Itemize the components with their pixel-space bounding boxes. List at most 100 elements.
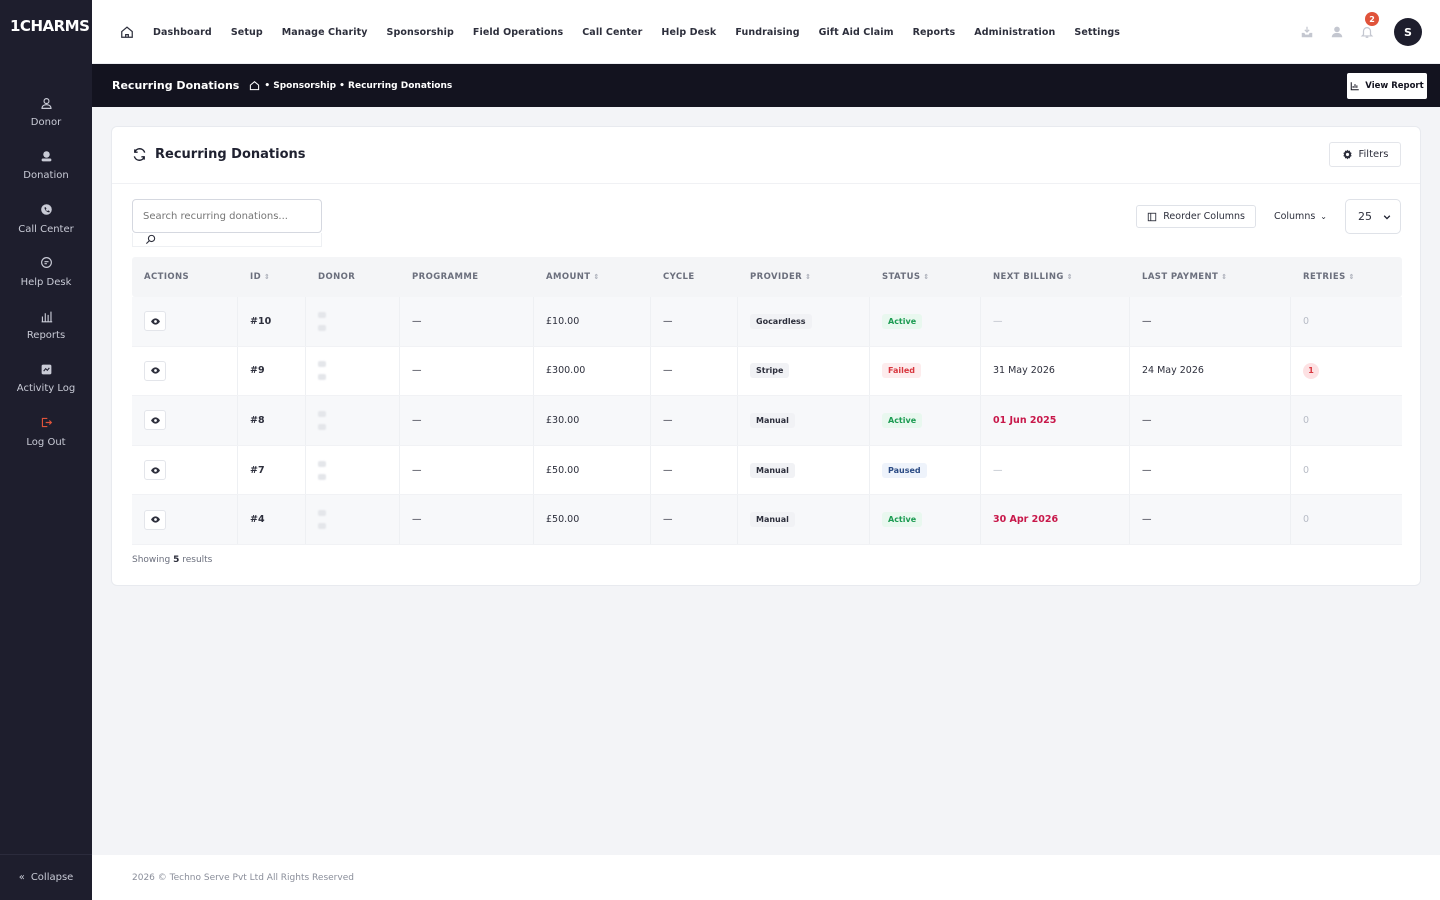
notification-bell-icon[interactable]: 2 — [1360, 12, 1379, 39]
sidebar-item-reports[interactable]: Reports — [0, 309, 92, 362]
home-icon[interactable] — [120, 25, 134, 39]
sidebar-item-label: Donor — [30, 117, 62, 128]
cell-status: Active — [870, 495, 981, 544]
th-label: LAST PAYMENT — [1142, 272, 1219, 282]
footer: 2026 © Techno Serve Pvt Ltd All Rights R… — [92, 855, 1440, 900]
cell-next-billing: — — [981, 297, 1130, 346]
th-amount[interactable]: AMOUNT ⇕ — [534, 272, 651, 282]
table-row[interactable]: #8 — £30.00 — Manual Active 01 Jun 2025 … — [132, 396, 1402, 446]
cell-last-payment: — — [1130, 297, 1291, 346]
cell-next-billing: 01 Jun 2025 — [981, 396, 1130, 445]
cell-programme: — — [400, 445, 534, 495]
sidebar-item-donation[interactable]: Donation — [0, 149, 92, 202]
showing-count: 5 — [173, 555, 180, 565]
cell-amount: £50.00 — [534, 495, 651, 544]
cell-provider: Manual — [738, 495, 870, 544]
collapse-button[interactable]: « Collapse — [0, 854, 92, 900]
status-badge: Paused — [882, 462, 927, 478]
app-logo[interactable]: 1CHARMS — [10, 17, 90, 35]
cell-provider: Stripe — [738, 346, 870, 396]
cell-programme: — — [400, 297, 534, 346]
view-button[interactable] — [144, 460, 166, 481]
view-button[interactable] — [144, 509, 166, 530]
th-label: CYCLE — [663, 272, 695, 282]
th-id[interactable]: ID ⇕ — [238, 272, 306, 282]
topnav-help-desk[interactable]: Help Desk — [661, 26, 717, 38]
view-button[interactable] — [144, 410, 166, 431]
cell-status: Failed — [870, 346, 981, 396]
table-row[interactable]: #10 — £10.00 — Gocardless Active — — 0 — [132, 297, 1402, 347]
topnav-fundraising[interactable]: Fundraising — [735, 26, 800, 38]
topnav-dashboard[interactable]: Dashboard — [153, 26, 212, 38]
sidebar-item-logout[interactable]: Log Out — [0, 416, 92, 469]
table-row[interactable]: #4 — £50.00 — Manual Active 30 Apr 2026 … — [132, 495, 1402, 545]
search-button[interactable] — [132, 233, 322, 247]
columns-label: Columns — [1273, 211, 1316, 222]
th-label: DONOR — [318, 272, 356, 282]
breadcrumb-trail[interactable]: • Sponsorship • Recurring Donations — [264, 80, 453, 91]
cell-donor — [306, 445, 400, 495]
home-icon[interactable] — [249, 80, 260, 91]
th-retries[interactable]: RETRIES ⇕ — [1291, 272, 1402, 282]
sidebar-item-label: Help Desk — [20, 276, 72, 288]
page-subheader: Recurring Donations • Sponsorship • Recu… — [92, 64, 1440, 107]
page-size-select[interactable]: 25 — [1345, 199, 1401, 234]
search-input[interactable] — [132, 199, 322, 233]
showing-prefix: Showing — [132, 555, 171, 565]
th-label: ID — [250, 272, 262, 282]
topnav-sponsorship[interactable]: Sponsorship — [386, 26, 454, 38]
sidebar-item-label: Reports — [26, 330, 66, 342]
donor-redacted — [318, 407, 328, 433]
sort-icon: ⇕ — [923, 273, 930, 281]
view-button[interactable] — [144, 360, 166, 381]
sidebar-item-donor[interactable]: Donor — [0, 96, 92, 149]
chevron-down-icon: ⌄ — [1320, 212, 1327, 221]
cell-retries: 0 — [1303, 514, 1310, 526]
user-profile-icon[interactable] — [1330, 25, 1344, 39]
eye-icon — [150, 466, 160, 474]
copyright-text: 2026 © Techno Serve Pvt Ltd All Rights R… — [132, 872, 354, 883]
avatar[interactable]: S — [1394, 18, 1422, 46]
cell-status: Active — [870, 297, 981, 346]
th-last-payment[interactable]: LAST PAYMENT ⇕ — [1130, 272, 1291, 282]
reorder-columns-button[interactable]: Reorder Columns — [1136, 205, 1256, 228]
th-next-billing[interactable]: NEXT BILLING ⇕ — [981, 272, 1130, 282]
th-provider[interactable]: PROVIDER ⇕ — [738, 272, 870, 282]
table-row[interactable]: #9 — £300.00 — Stripe Failed 31 May 2026… — [132, 346, 1402, 397]
topnav-manage-charity[interactable]: Manage Charity — [281, 26, 368, 38]
card-header: Recurring Donations Filters — [112, 127, 1420, 184]
cell-programme: — — [400, 396, 534, 445]
topnav-call-center[interactable]: Call Center — [582, 26, 643, 38]
sidebar-item-call-center[interactable]: Call Center — [0, 203, 92, 256]
topnav-setup[interactable]: Setup — [230, 26, 263, 38]
topnav-administration[interactable]: Administration — [974, 26, 1056, 38]
sort-icon: ⇕ — [1221, 273, 1228, 281]
cell-last-payment: — — [1130, 445, 1291, 495]
columns-dropdown[interactable]: Columns ⌄ — [1268, 211, 1333, 222]
status-badge: Failed — [882, 363, 922, 379]
cell-retries: 0 — [1303, 315, 1310, 327]
th-label: ACTIONS — [144, 272, 190, 282]
sidebar-item-label: Activity Log — [16, 383, 76, 395]
topnav-gift-aid-claim[interactable]: Gift Aid Claim — [818, 26, 894, 38]
sidebar-item-label: Log Out — [26, 436, 66, 448]
topnav-settings[interactable]: Settings — [1074, 26, 1121, 38]
th-label: AMOUNT — [546, 272, 591, 282]
topnav-field-operations[interactable]: Field Operations — [472, 26, 564, 38]
recurring-donations-table: ACTIONS ID ⇕ DONOR PROGRAMME AMOUNT ⇕ CYCL… — [132, 257, 1402, 545]
filters-button[interactable]: Filters — [1329, 142, 1401, 167]
cell-next-billing: 30 Apr 2026 — [981, 495, 1130, 544]
th-label: PROGRAMME — [412, 272, 479, 282]
view-report-button[interactable]: View Report — [1347, 73, 1427, 99]
chart-icon — [1351, 82, 1360, 91]
topnav-reports[interactable]: Reports — [912, 26, 956, 38]
th-status[interactable]: STATUS ⇕ — [870, 272, 981, 282]
th-programme: PROGRAMME — [400, 272, 534, 282]
download-icon[interactable] — [1300, 25, 1314, 39]
sidebar-item-activity-log[interactable]: Activity Log — [0, 362, 92, 415]
showing-suffix: results — [182, 555, 213, 565]
sidebar-item-help-desk[interactable]: Help Desk — [0, 256, 92, 309]
view-button[interactable] — [144, 311, 166, 332]
user-icon — [39, 96, 53, 110]
table-row[interactable]: #7 — £50.00 — Manual Paused — — 0 — [132, 445, 1402, 496]
